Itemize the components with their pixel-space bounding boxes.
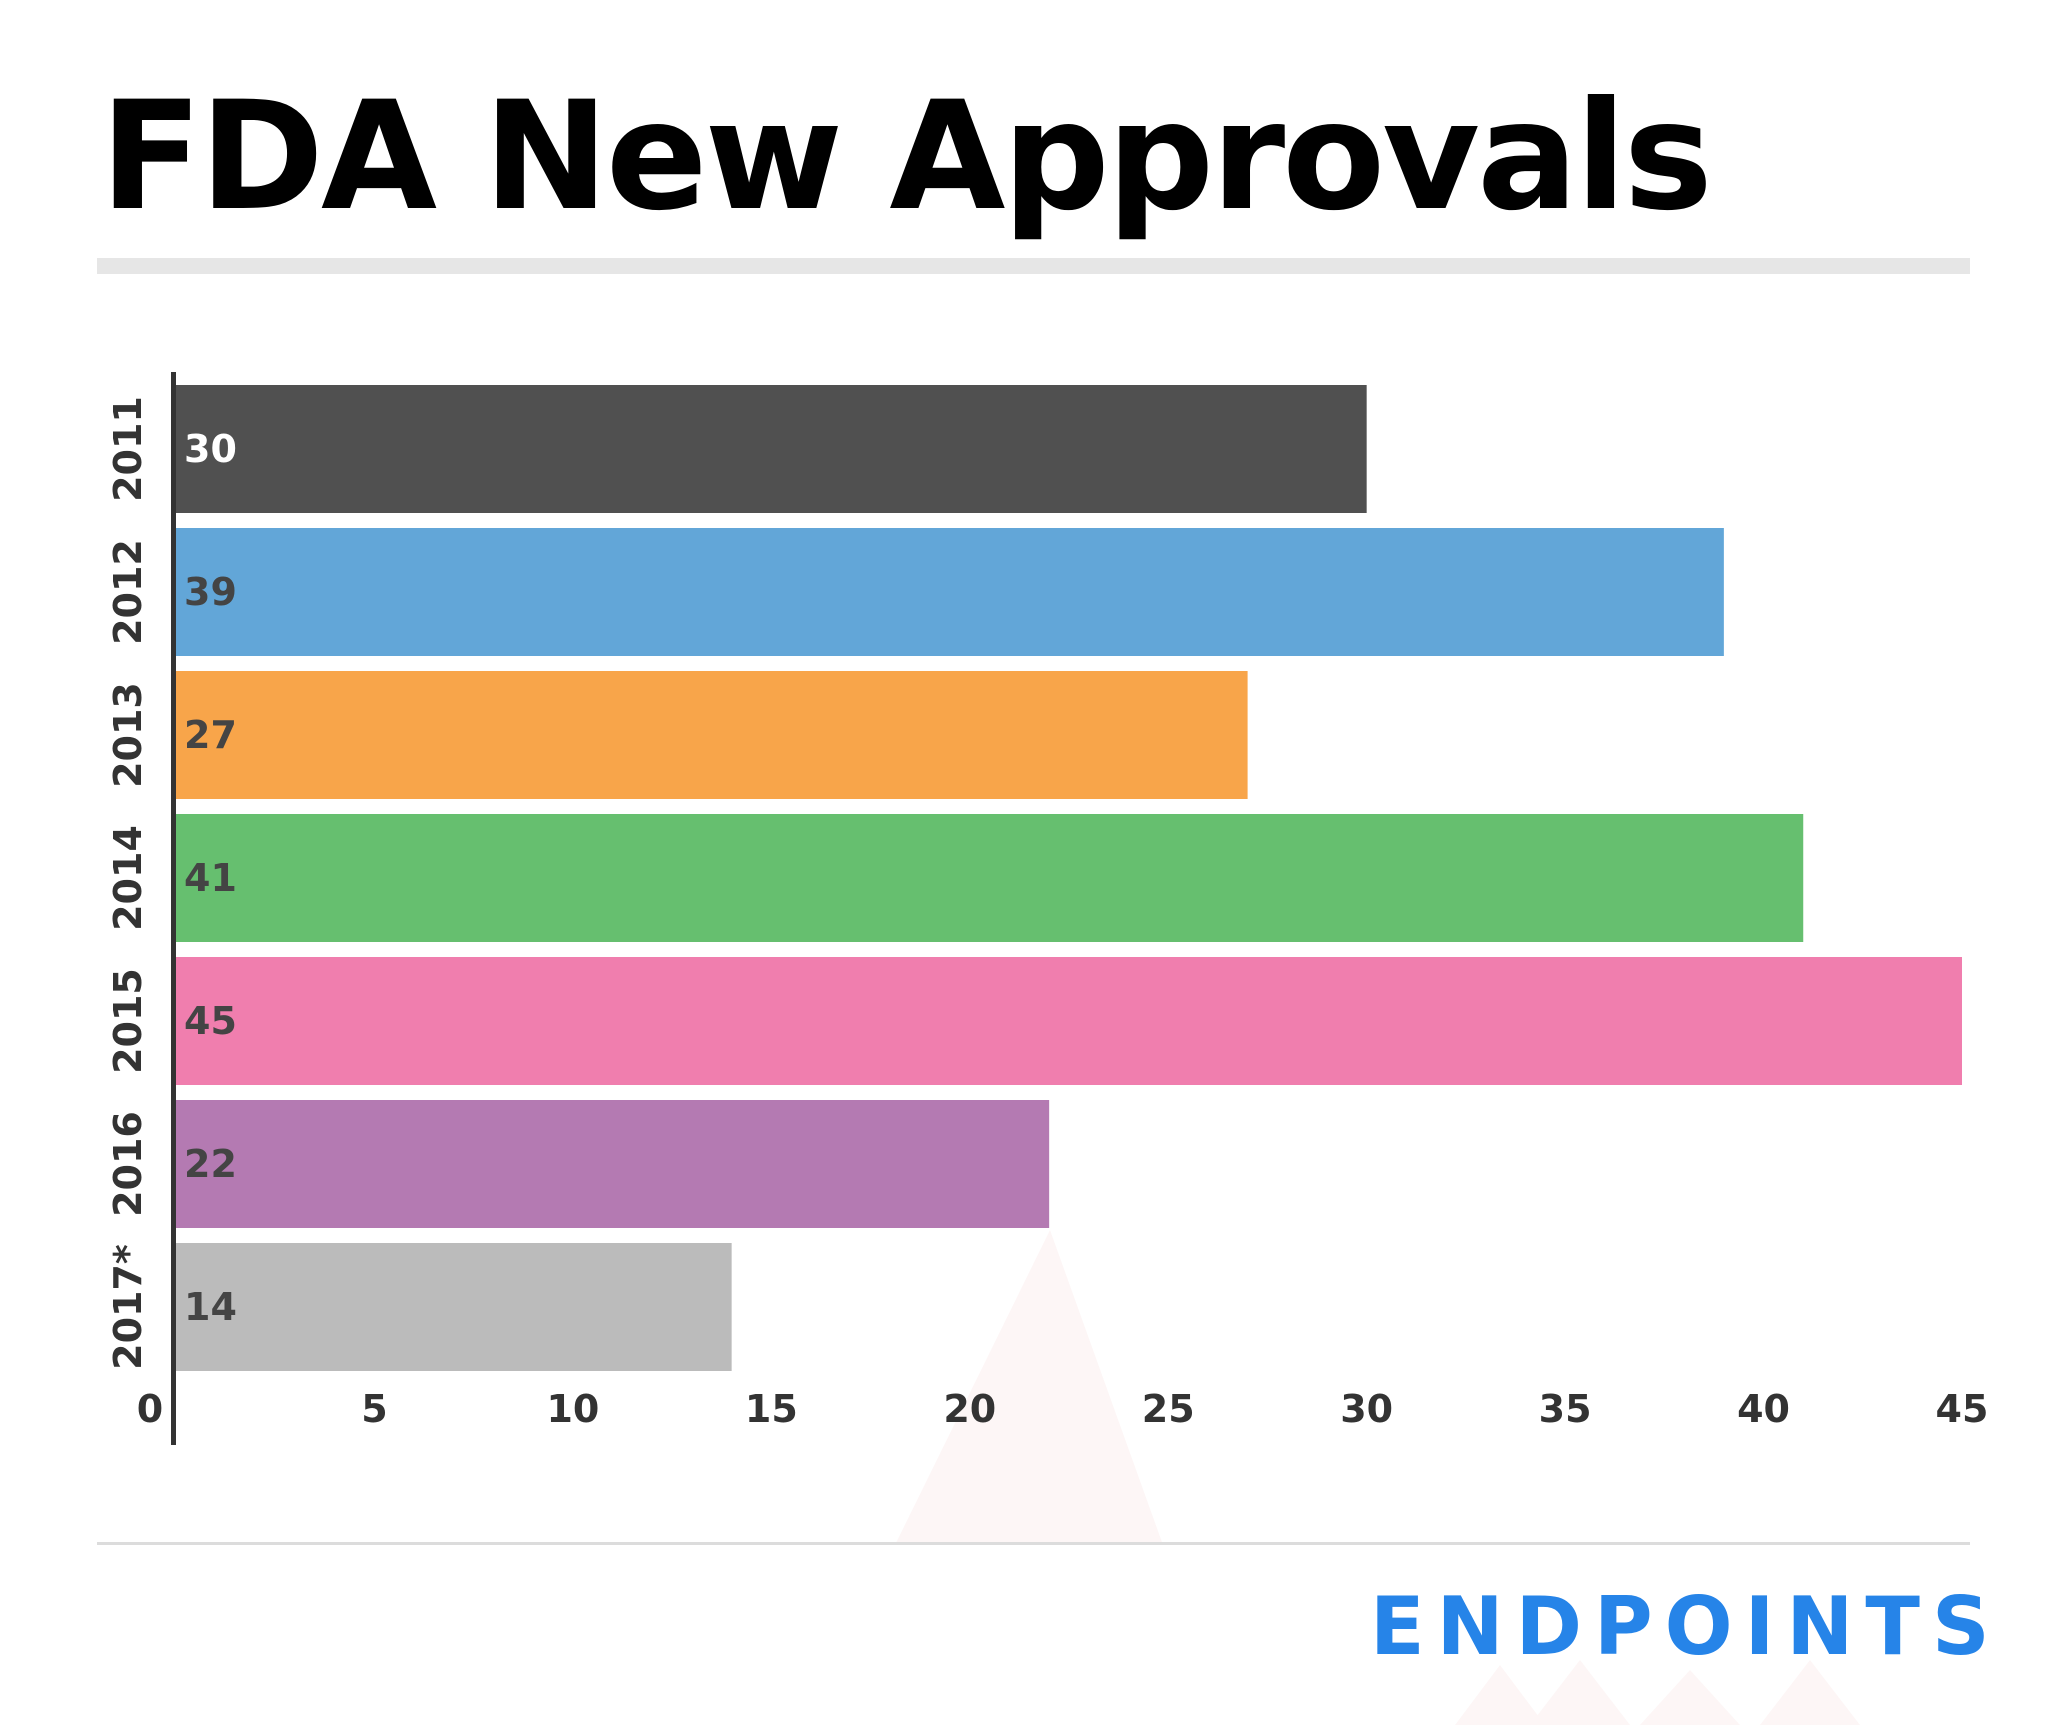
category-label: 2017*	[106, 1244, 150, 1370]
x-tick-label: 25	[1142, 1387, 1195, 1431]
x-tick-label: 35	[1539, 1387, 1592, 1431]
bar-2013	[176, 671, 1248, 799]
category-label: 2011	[106, 396, 150, 502]
watermark-triangle	[1640, 1670, 1740, 1725]
data-label: 22	[184, 1142, 237, 1186]
data-label: 30	[184, 427, 237, 471]
data-label: 45	[184, 999, 237, 1043]
watermark-triangle	[1455, 1665, 1545, 1725]
category-label: 2012	[106, 539, 150, 645]
x-axis-ticks: 0 5 10 15 20 25 30 35 40 45	[137, 1387, 1989, 1431]
data-label: 27	[184, 713, 237, 757]
category-label: 2013	[106, 682, 150, 788]
bar-2011	[176, 385, 1367, 513]
chart-title: FDA New Approvals	[100, 70, 1713, 244]
x-tick-label: 15	[745, 1387, 798, 1431]
title-separator	[97, 258, 1970, 274]
x-tick-label: 40	[1737, 1387, 1790, 1431]
x-tick-label: 20	[943, 1387, 996, 1431]
bar-2015	[176, 957, 1962, 1085]
brand-logo: ENDPOINTS	[1370, 1580, 2002, 1673]
bar-2016	[176, 1100, 1050, 1228]
watermark-triangle	[1530, 1660, 1630, 1725]
data-label: 41	[184, 856, 237, 900]
x-tick-label: 45	[1936, 1387, 1989, 1431]
category-label: 2015	[106, 968, 150, 1074]
data-label: 14	[184, 1285, 237, 1329]
bar-group: 30 39 27 41 45 22 14	[176, 385, 1962, 1371]
x-tick-label: 0	[137, 1387, 163, 1431]
footer-rule	[97, 1542, 1970, 1545]
x-tick-label: 5	[361, 1387, 387, 1431]
x-tick-label: 10	[546, 1387, 599, 1431]
category-labels: 2011 2012 2013 2014 2015 2016 2017*	[106, 396, 150, 1370]
background-decoration	[895, 1230, 1860, 1725]
category-label: 2016	[106, 1111, 150, 1217]
x-tick-label: 30	[1340, 1387, 1393, 1431]
bar-2012	[176, 528, 1724, 656]
watermark-triangle	[895, 1230, 1163, 1545]
y-axis-line	[171, 372, 176, 1445]
category-label: 2014	[106, 825, 150, 931]
data-label: 39	[184, 570, 237, 614]
watermark-triangle	[1760, 1660, 1860, 1725]
bar-2014	[176, 814, 1804, 942]
bar-2017	[176, 1243, 732, 1371]
